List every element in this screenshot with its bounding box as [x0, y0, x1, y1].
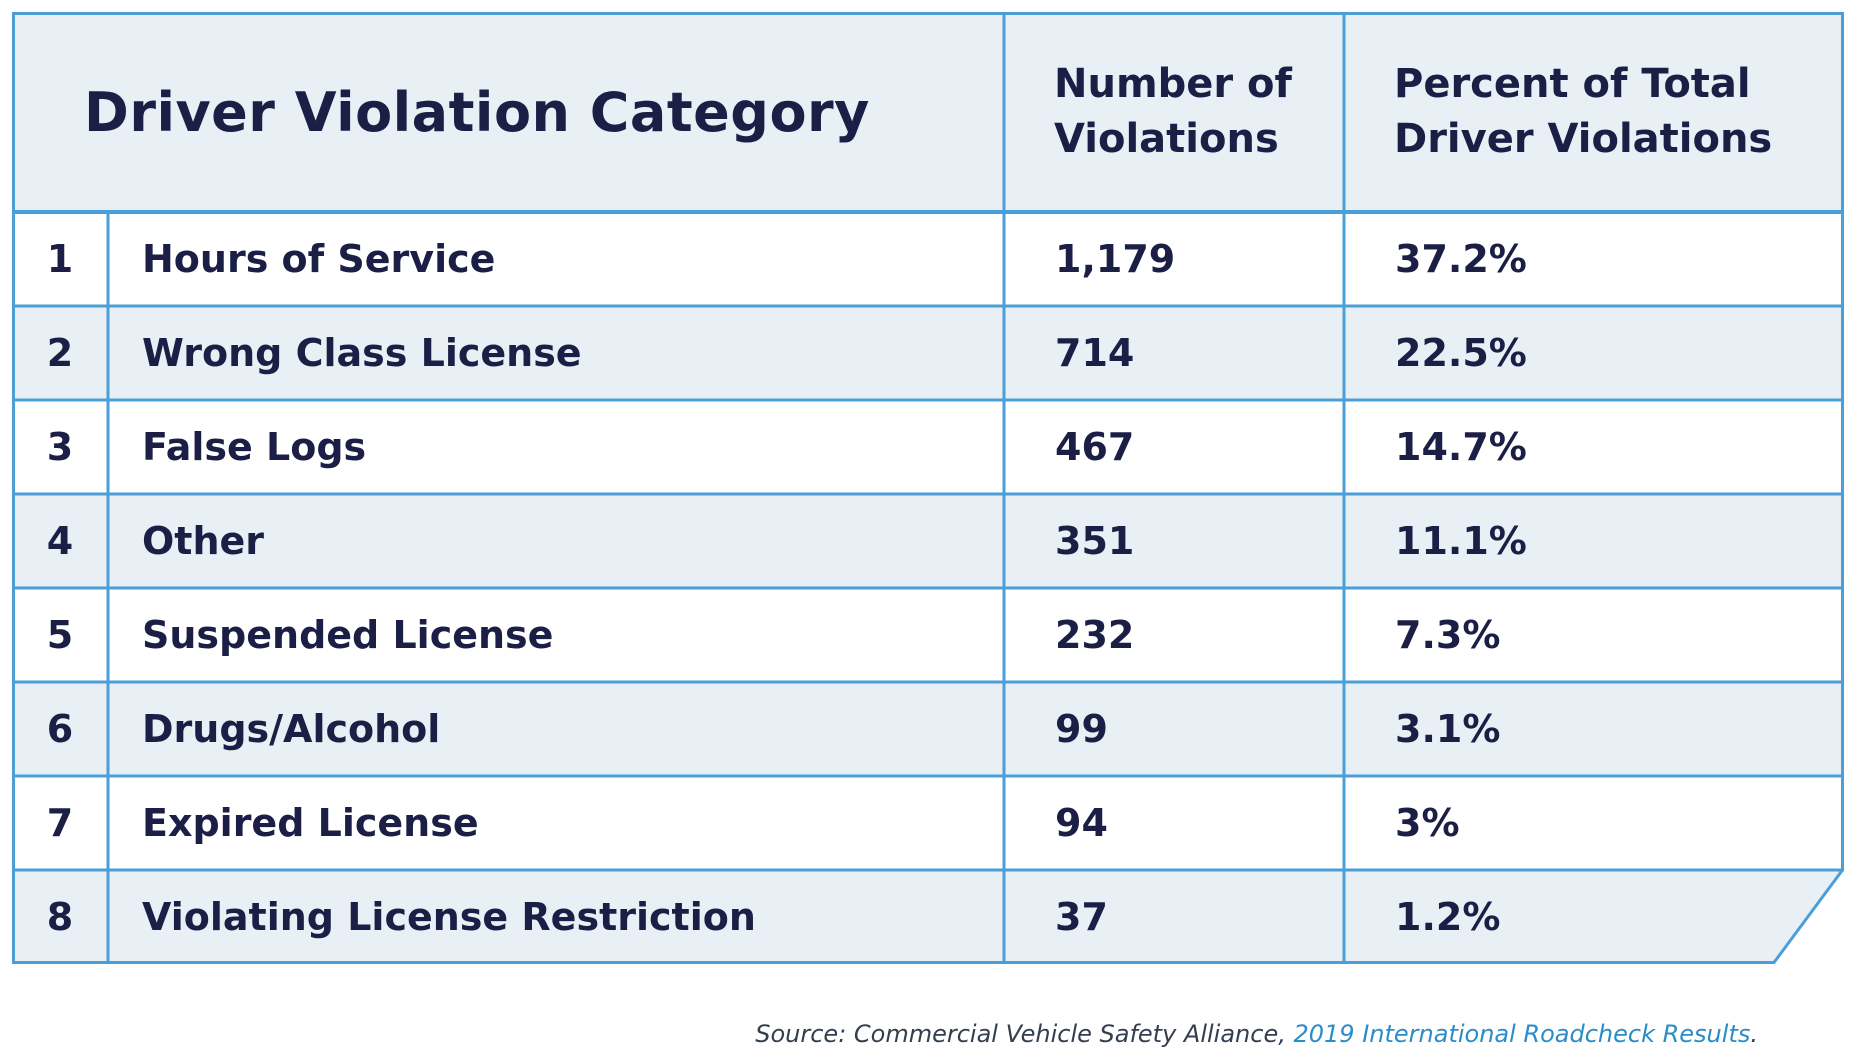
row-rank: 3 — [46, 425, 74, 469]
source-suffix: . — [1750, 1020, 1758, 1048]
row-count: 467 — [1055, 425, 1135, 469]
row-rank: 4 — [46, 519, 74, 563]
row-rank: 6 — [46, 707, 74, 751]
row-category: Violating License Restriction — [142, 895, 756, 939]
row-count: 94 — [1055, 801, 1108, 845]
row-category: Wrong Class License — [142, 331, 582, 375]
row-rank: 7 — [46, 801, 74, 845]
source-caption: Source: Commercial Vehicle Safety Allian… — [755, 1020, 1758, 1048]
row-category: Hours of Service — [142, 237, 496, 281]
row-percent: 14.7% — [1395, 425, 1527, 469]
header-category: Driver Violation Category — [84, 80, 870, 144]
row-percent: 11.1% — [1395, 519, 1527, 563]
row-category: Other — [142, 519, 265, 563]
row-category: Drugs/Alcohol — [142, 707, 441, 751]
row-percent: 3.1% — [1395, 707, 1501, 751]
violations-table: Driver Violation Category Number of Viol… — [12, 12, 1844, 972]
source-prefix: Source: Commercial Vehicle Safety Allian… — [755, 1020, 1294, 1048]
row-percent: 7.3% — [1395, 613, 1501, 657]
row-count: 1,179 — [1055, 237, 1176, 281]
row-percent: 22.5% — [1395, 331, 1527, 375]
row-count: 99 — [1055, 707, 1108, 751]
row-count: 37 — [1055, 895, 1108, 939]
row-count: 232 — [1055, 613, 1135, 657]
row-count: 351 — [1055, 519, 1135, 563]
row-category: False Logs — [142, 425, 367, 469]
row-percent: 3% — [1395, 801, 1460, 845]
row-count: 714 — [1055, 331, 1135, 375]
header-percent: Percent of Total Driver Violations — [1394, 61, 1773, 162]
row-category: Expired License — [142, 801, 479, 845]
row-rank: 5 — [46, 613, 74, 657]
row-percent: 37.2% — [1395, 237, 1527, 281]
row-rank: 2 — [46, 331, 74, 375]
row-category: Suspended License — [142, 613, 554, 657]
row-rank: 8 — [46, 895, 74, 939]
header-count: Number of Violations — [1054, 61, 1292, 162]
row-percent: 1.2% — [1395, 895, 1501, 939]
source-link[interactable]: 2019 International Roadcheck Results — [1293, 1020, 1751, 1048]
row-rank: 1 — [46, 237, 74, 281]
